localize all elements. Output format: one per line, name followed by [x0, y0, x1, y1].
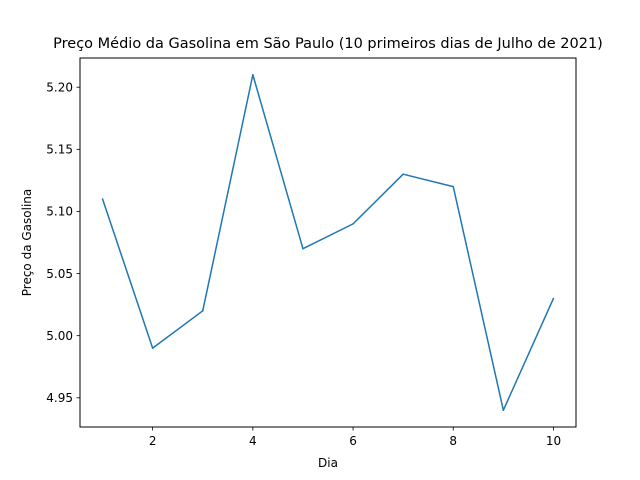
y-tick-label: 4.95	[46, 391, 73, 405]
data-point	[402, 173, 404, 175]
x-axis-label: Dia	[318, 456, 338, 470]
data-point	[502, 409, 505, 411]
y-axis: 4.95 5.00 5.05 5.10 5.15 5.20	[46, 80, 80, 405]
data-point	[452, 185, 455, 188]
data-point	[201, 310, 204, 312]
data-point	[252, 74, 254, 76]
data-point	[151, 347, 154, 349]
y-tick-label: 5.05	[46, 267, 73, 281]
data-point	[101, 198, 104, 200]
y-tick-label: 5.20	[46, 80, 73, 94]
x-tick-label: 2	[149, 434, 157, 448]
x-tick-label: 4	[249, 434, 257, 448]
data-point	[552, 297, 555, 300]
plot-area: 2 4 6 8 10 4.95 5.00 5.05 5.10 5.15 5.20	[46, 57, 577, 448]
y-tick-label: 5.15	[46, 143, 73, 157]
plot-frame	[79, 57, 577, 428]
y-tick-label: 5.00	[46, 329, 73, 343]
x-axis: 2 4 6 8 10	[149, 427, 561, 448]
data-point	[302, 247, 304, 250]
series-line	[101, 74, 555, 411]
data-point	[352, 223, 354, 225]
x-tick-label: 6	[349, 434, 357, 448]
y-tick-label: 5.10	[46, 205, 73, 219]
x-tick-label: 8	[449, 434, 457, 448]
x-tick-label: 10	[546, 434, 561, 448]
y-axis-label: Preço da Gasolina	[20, 189, 34, 297]
chart-title: Preço Médio da Gasolina em São Paulo (10…	[53, 36, 603, 52]
